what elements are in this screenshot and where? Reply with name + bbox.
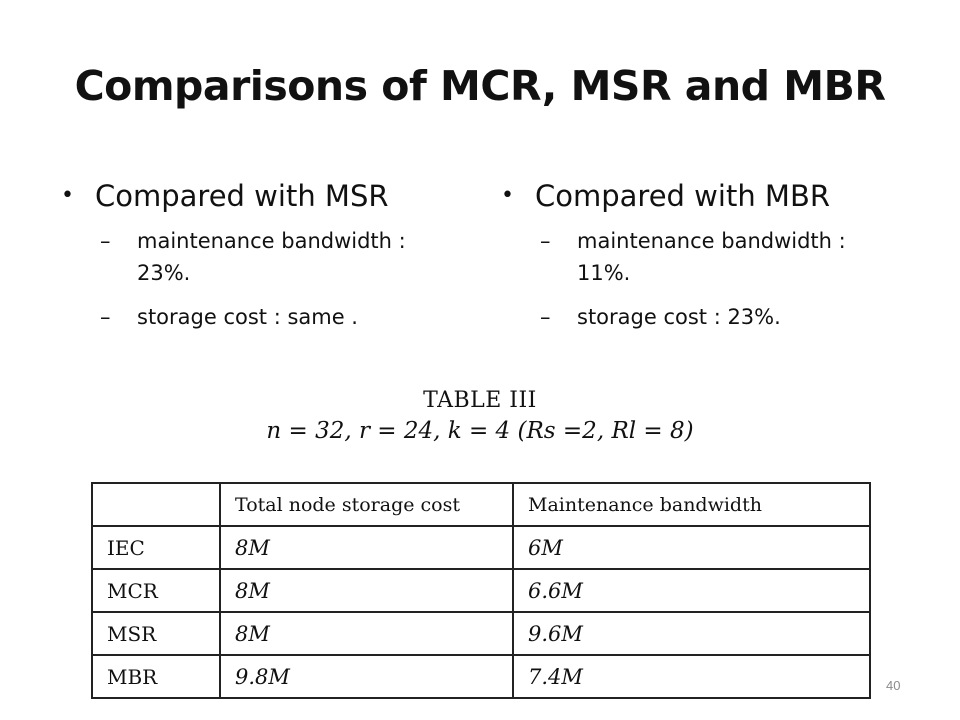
dash-icon: –: [540, 305, 551, 329]
header-cell: Maintenance bandwidth: [512, 482, 871, 527]
table-caption: TABLE III: [423, 388, 537, 413]
bullet-dot-icon: •: [61, 183, 74, 208]
sub-item: – maintenance bandwidth : 11%.: [498, 225, 918, 289]
bullet-mbr: • Compared with MBR: [498, 175, 918, 217]
header-cell: Total node storage cost: [219, 482, 514, 527]
row-label: IEC: [91, 525, 221, 570]
sub-item-line: maintenance bandwidth :: [137, 229, 406, 253]
storage-cost-cell: 8M: [219, 525, 514, 570]
bullet-heading: Compared with MBR: [535, 179, 830, 213]
storage-cost-cell: 8M: [219, 611, 514, 656]
slide-title: Comparisons of MCR, MSR and MBR: [74, 62, 886, 110]
sub-item: – storage cost : same .: [58, 301, 478, 333]
left-column: • Compared with MSR – maintenance bandwi…: [58, 175, 478, 333]
bandwidth-cell: 7.4M: [512, 654, 871, 699]
table-row: MSR 8M 9.6M: [91, 611, 871, 656]
table-header-row: Total node storage cost Maintenance band…: [91, 482, 871, 527]
row-label: MCR: [91, 568, 221, 613]
row-label: MBR: [91, 654, 221, 699]
sub-item-line: 11%.: [577, 261, 631, 285]
dash-icon: –: [540, 229, 551, 253]
sub-item-line: maintenance bandwidth :: [577, 229, 846, 253]
table-row: MCR 8M 6.6M: [91, 568, 871, 613]
bandwidth-cell: 6M: [512, 525, 871, 570]
storage-cost-cell: 9.8M: [219, 654, 514, 699]
bullet-dot-icon: •: [501, 183, 514, 208]
sub-item: – maintenance bandwidth : 23%.: [58, 225, 478, 289]
header-cell: [91, 482, 221, 527]
sub-item-line: 23%.: [137, 261, 191, 285]
bandwidth-cell: 6.6M: [512, 568, 871, 613]
bullet-msr: • Compared with MSR: [58, 175, 478, 217]
dash-icon: –: [100, 229, 111, 253]
page-number: 40: [886, 678, 901, 693]
sub-item-line: storage cost : 23%.: [577, 305, 781, 329]
sub-item: – storage cost : 23%.: [498, 301, 918, 333]
storage-cost-cell: 8M: [219, 568, 514, 613]
comparison-table: Total node storage cost Maintenance band…: [91, 482, 871, 699]
bandwidth-cell: 9.6M: [512, 611, 871, 656]
table-parameters: n = 32, r = 24, k = 4 (Rs =2, Rl = 8): [266, 418, 694, 444]
dash-icon: –: [100, 305, 111, 329]
row-label: MSR: [91, 611, 221, 656]
sub-item-line: storage cost : same .: [137, 305, 358, 329]
table-row: IEC 8M 6M: [91, 525, 871, 570]
right-column: • Compared with MBR – maintenance bandwi…: [498, 175, 918, 333]
table-row: MBR 9.8M 7.4M: [91, 654, 871, 699]
bullet-heading: Compared with MSR: [95, 179, 389, 213]
